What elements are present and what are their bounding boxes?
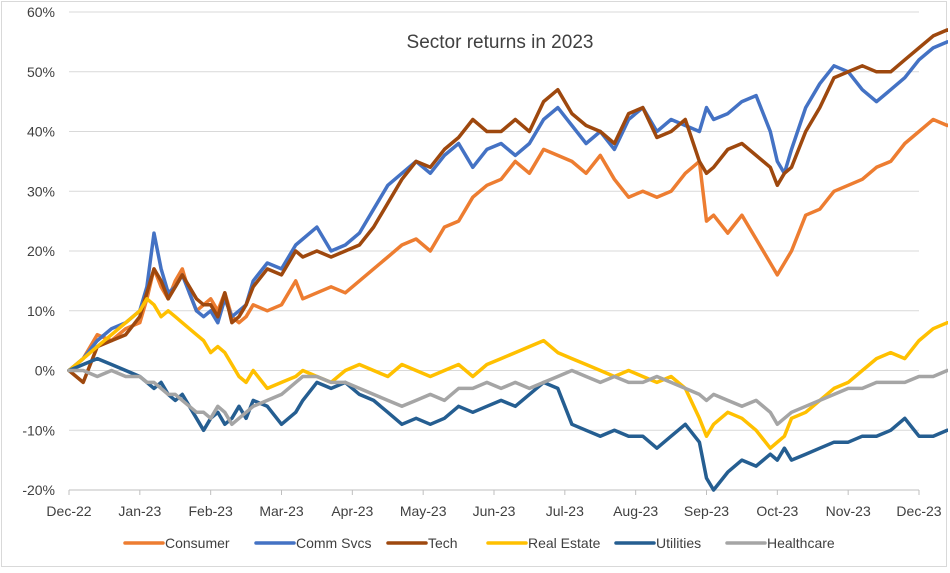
- x-tick-label: May-23: [400, 503, 447, 519]
- x-tick-label: Feb-23: [188, 503, 233, 519]
- x-tick-label: Mar-23: [259, 503, 304, 519]
- x-tick-label: Dec-22: [46, 503, 91, 519]
- series-line-healthcare: [67, 368, 950, 427]
- series-line-tech: [67, 28, 950, 385]
- x-tick-label: Jul-23: [546, 503, 584, 519]
- legend-item: Comm Svcs: [254, 535, 371, 551]
- y-tick-label: 60%: [27, 4, 55, 20]
- legend-item: Healthcare: [725, 535, 835, 551]
- series-lines: [67, 28, 950, 492]
- legend-item: Real Estate: [486, 535, 601, 551]
- y-tick-label: 40%: [27, 124, 55, 140]
- y-tick-label: 10%: [27, 303, 55, 319]
- y-tick-label: 50%: [27, 64, 55, 80]
- x-tick-label: Nov-23: [826, 503, 871, 519]
- x-tick-label: Jun-23: [473, 503, 516, 519]
- series-line-comm-svcs: [67, 40, 950, 373]
- chart-title: Sector returns in 2023: [407, 32, 594, 53]
- series-line-real-estate: [67, 297, 950, 450]
- legend: Consumer Comm Svcs Tech Real Estate Utilitie…: [123, 535, 835, 551]
- x-tick-label: Jan-23: [118, 503, 161, 519]
- y-tick-label: 30%: [27, 183, 55, 199]
- legend-label: Real Estate: [528, 535, 601, 551]
- x-tick-label: Dec-23: [896, 503, 941, 519]
- legend-item: Tech: [386, 535, 458, 551]
- legend-label: Utilities: [656, 535, 701, 551]
- y-axis-ticks: 60% 50% 40% 30% 20% 10% 0% -10% -20%: [22, 4, 55, 498]
- x-tick-label: Sep-23: [684, 503, 729, 519]
- y-tick-label: -20%: [22, 482, 55, 498]
- legend-item: Consumer: [123, 535, 230, 551]
- series-line-utilities: [67, 356, 950, 492]
- legend-item: Utilities: [614, 535, 701, 551]
- legend-label: Consumer: [165, 535, 230, 551]
- y-tick-label: 20%: [27, 243, 55, 259]
- legend-label: Tech: [428, 535, 458, 551]
- x-tick-label: Oct-23: [756, 503, 798, 519]
- y-tick-label: -10%: [22, 422, 55, 438]
- x-axis: [68, 489, 920, 495]
- series-line-consumer: [67, 117, 950, 373]
- legend-label: Comm Svcs: [296, 535, 371, 551]
- x-tick-label: Aug-23: [613, 503, 658, 519]
- x-axis-ticks: Dec-22 Jan-23 Feb-23 Mar-23 Apr-23 May-23 Jun-…: [46, 503, 941, 519]
- y-tick-label: 0%: [35, 363, 55, 379]
- legend-label: Healthcare: [767, 535, 835, 551]
- x-tick-label: Apr-23: [331, 503, 373, 519]
